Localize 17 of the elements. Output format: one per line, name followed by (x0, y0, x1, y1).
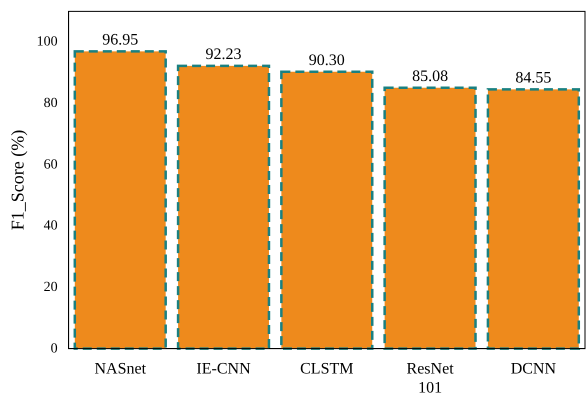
data-label: 85.08 (412, 68, 448, 85)
y-axis-title: F1_Score (%) (8, 130, 28, 230)
data-label: 96.95 (102, 32, 138, 49)
x-tick-label: IE-CNN (196, 360, 252, 378)
data-label: 84.55 (515, 70, 552, 87)
y-tick-label: 40 (44, 218, 58, 234)
x-tick-label: CLSTM (300, 360, 354, 378)
y-tick-label: 100 (36, 34, 58, 50)
y-tick-label: 80 (44, 96, 58, 112)
data-label: 90.30 (308, 52, 345, 69)
y-tick-label: 0 (50, 341, 58, 356)
y-tick-label: 20 (44, 280, 58, 295)
x-tick-label: ResNet 101 (406, 360, 454, 397)
data-label: 92.23 (206, 46, 242, 64)
y-tick-label: 60 (44, 157, 58, 172)
x-tick-label: DCNN (510, 360, 556, 378)
x-tick-label: NASnet (94, 360, 147, 378)
